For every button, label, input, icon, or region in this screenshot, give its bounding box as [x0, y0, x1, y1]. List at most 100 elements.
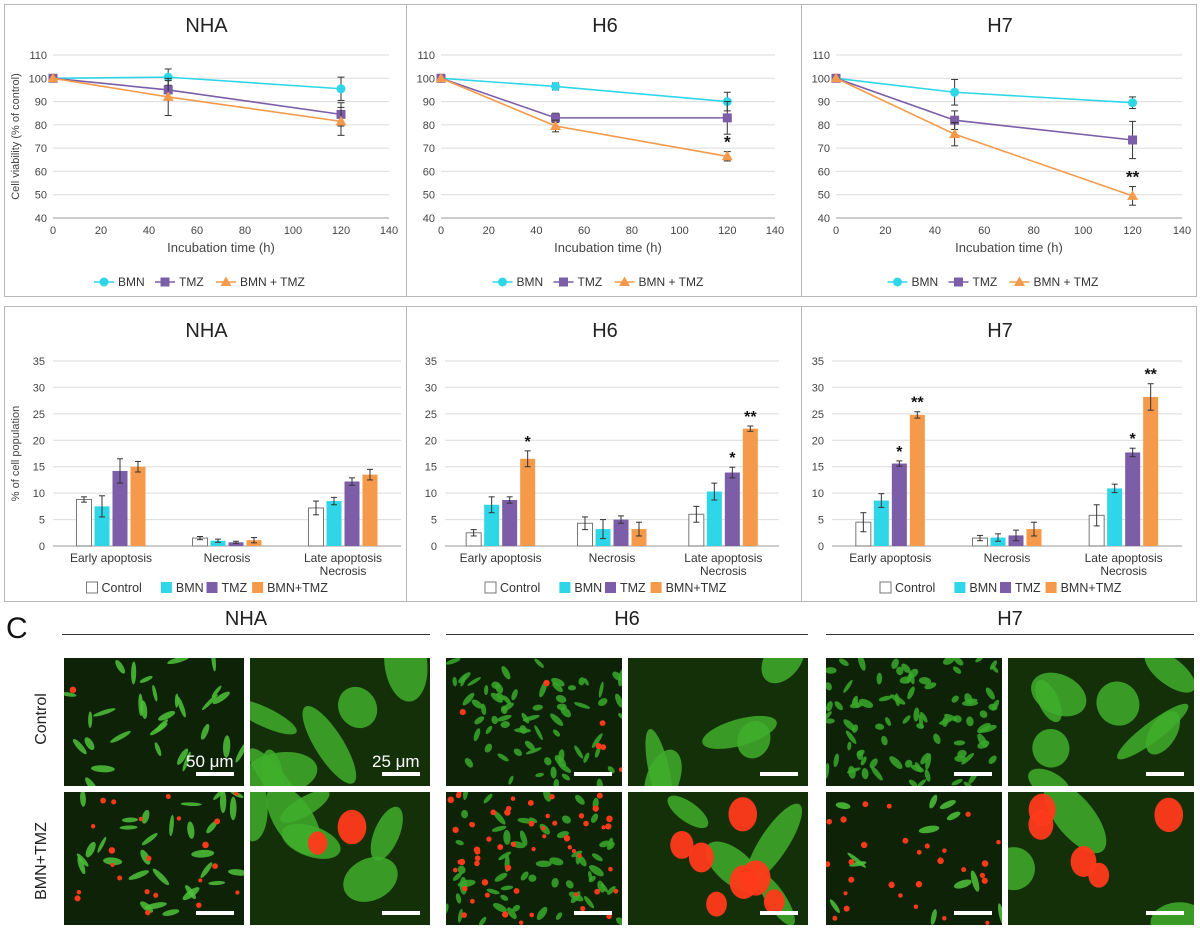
viability-h7-xtick-20: 20	[879, 225, 891, 237]
live-cell	[162, 909, 180, 916]
live-cell	[933, 733, 941, 744]
micrograph-group-rule-nha	[62, 634, 430, 635]
live-cell	[491, 681, 501, 689]
apoptosis-h7-legend-swatch-bmn	[954, 582, 966, 593]
live-cell	[169, 814, 174, 837]
row-label-bmn-tmz: BMN+TMZ	[33, 822, 50, 900]
live-cell	[578, 677, 585, 686]
viability-h7-ytick-80: 80	[818, 120, 830, 132]
viability-h7-significance-mark: **	[1126, 168, 1140, 187]
live-cell	[953, 879, 972, 889]
dead-cell-nucleus	[594, 888, 600, 895]
viability-chart-h7: H7 40 50 60 70 80 90 100 110 0 20 40 60 80 100 120 140 In…	[801, 4, 1197, 297]
apoptosis-nha-ytick-5: 5	[39, 515, 45, 527]
apoptosis-h6-bar-bmn	[706, 491, 722, 546]
live-cell	[979, 710, 988, 719]
live-cell	[498, 851, 512, 861]
apoptosis-h6-bar-tmz	[613, 519, 629, 546]
live-cell	[486, 888, 500, 895]
apoptosis-nha-ytick-15: 15	[33, 462, 45, 474]
live-cell	[588, 875, 596, 883]
live-cell	[555, 694, 567, 703]
apoptosis-h7-ytick-15: 15	[812, 462, 824, 474]
dead-cell-nucleus	[490, 809, 497, 816]
live-cell	[455, 840, 464, 846]
live-cell	[543, 792, 552, 802]
viability-nha-xtick-80: 80	[239, 225, 251, 237]
live-cell	[128, 870, 150, 880]
dead-cell-nucleus	[307, 831, 328, 855]
live-cell	[875, 723, 885, 730]
dead-cell-nucleus	[763, 889, 785, 915]
live-cell	[1032, 728, 1070, 768]
micrograph-group-title-h6: H6	[614, 608, 640, 630]
live-cell	[131, 661, 137, 685]
live-cell	[534, 658, 544, 668]
micrograph-h6-control-zoom	[628, 658, 808, 786]
micrograph-h6-control-wide-scale-bar	[574, 772, 612, 776]
live-cell	[870, 766, 883, 781]
live-cell	[457, 865, 466, 874]
apoptosis-nha-bar-bmn-tmz	[130, 466, 146, 546]
dead-cell-nucleus	[198, 878, 203, 883]
dead-cell-nucleus	[574, 892, 579, 897]
viability-h7-ytick-110: 110	[812, 50, 830, 62]
dead-cell-nucleus	[595, 742, 602, 750]
live-cell	[1096, 681, 1140, 726]
live-cell	[152, 685, 158, 702]
apoptosis-nha-ytick-30: 30	[33, 382, 45, 394]
live-cell	[583, 678, 589, 686]
viability-h7-xtick-60: 60	[978, 225, 990, 237]
viability-h7-point-bmn	[1128, 98, 1138, 108]
live-cell	[500, 885, 514, 891]
apoptosis-nha-category-label: Necrosis	[320, 564, 367, 578]
apoptosis-nha-bar-tmz	[228, 542, 244, 546]
live-cell	[975, 658, 983, 663]
live-cell	[991, 665, 999, 673]
dead-cell-nucleus	[862, 801, 869, 808]
dead-cell-nucleus	[541, 826, 546, 831]
live-cell	[918, 714, 924, 729]
dead-cell-nucleus	[618, 767, 622, 773]
live-cell	[608, 837, 614, 847]
viability-chart-h6-svg: H6 40 50 60 70 80 90 100 110 0 20 40 60 80 100 120 140 In…	[417, 15, 785, 289]
viability-h6-x-label: Incubation time (h)	[554, 240, 662, 255]
dead-cell-nucleus	[214, 818, 221, 825]
viability-h6-significance-mark: *	[724, 133, 731, 152]
dead-cell-nucleus	[843, 891, 848, 896]
live-cell	[139, 675, 153, 683]
viability-h6-xtick-60: 60	[578, 225, 590, 237]
viability-h7-line-tmz	[835, 77, 1133, 141]
live-cell	[532, 704, 543, 711]
dead-cell-nucleus	[741, 860, 771, 896]
live-cell	[235, 741, 244, 763]
live-cell	[223, 735, 231, 758]
dead-cell-nucleus	[577, 853, 582, 859]
viability-chart-nha-svg: NHA 40 50 60 70 80 90 100 110 0 20 40 60 80 100 120 140 I…	[10, 15, 398, 289]
live-cell	[535, 860, 552, 868]
live-cell	[606, 841, 615, 850]
micrograph-h7-control-zoom-scale-bar	[1146, 772, 1184, 776]
live-cell	[551, 877, 559, 888]
apoptosis-h7-significance-mark: **	[911, 395, 924, 412]
live-cell	[889, 756, 903, 770]
apoptosis-h6-ytick-0: 0	[431, 541, 437, 553]
apoptosis-h6-legend-swatch-bmn-tmz	[650, 582, 662, 593]
apoptosis-h7-legend-label-bmn: BMN	[969, 581, 997, 595]
micrograph-h6-bmn-tmz-wide-image	[446, 792, 622, 925]
apoptosis-h7-legend-label-bmn-tmz: BMN+TMZ	[1061, 581, 1122, 595]
micrograph-h7-bmn-tmz-wide-scale-bar	[954, 911, 992, 915]
apoptosis-nha-ytick-0: 0	[39, 541, 45, 553]
viability-nha-legend-marker-bmn	[99, 277, 109, 287]
live-cell	[88, 711, 93, 728]
live-cell	[856, 750, 864, 760]
apoptosis-h7-category-label: Necrosis	[984, 551, 1031, 565]
live-cell	[493, 903, 507, 913]
viability-nha-point-bmn	[336, 84, 346, 94]
live-cell	[149, 723, 168, 736]
apoptosis-h6-ytick-20: 20	[425, 435, 437, 447]
live-cell	[524, 740, 535, 751]
live-cell	[462, 692, 475, 706]
live-cell	[494, 872, 508, 882]
apoptosis-h6-legend-label-bmn: BMN	[574, 581, 602, 595]
